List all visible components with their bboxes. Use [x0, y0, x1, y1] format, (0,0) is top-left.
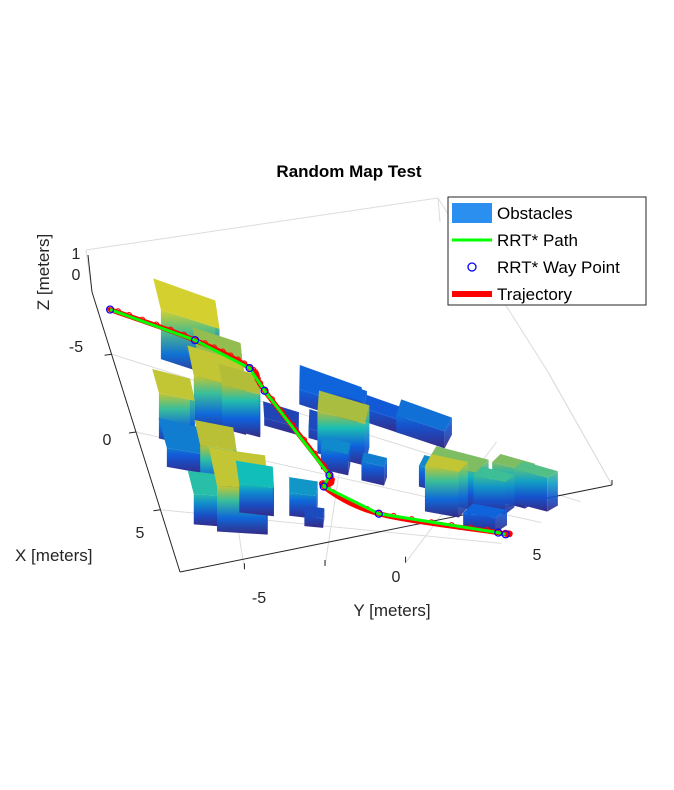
obstacle-box [235, 460, 274, 517]
obstacle-box [513, 461, 558, 512]
obstacle-face [364, 405, 370, 466]
obstacle-top [424, 454, 468, 472]
obstacle-top [426, 446, 489, 473]
obstacle-top [332, 379, 368, 403]
obstacle-box [304, 505, 325, 528]
obstacle-box [187, 470, 224, 527]
waypoint-marker [374, 509, 383, 518]
obstacle-face [193, 493, 224, 527]
obstacle-top [396, 399, 452, 432]
legend: Obstacles RRT* Path RRT* Way Point Trajecto… [447, 196, 647, 306]
obstacle-top [194, 420, 237, 451]
waypoint-marker [319, 482, 328, 491]
waypoint-marker [105, 305, 115, 314]
obstacle-face [363, 408, 402, 435]
obstacle-face [458, 462, 468, 518]
box-edge [547, 371, 613, 486]
legend-swatch-waypoint [467, 262, 477, 272]
obstacles-layer [152, 278, 558, 535]
legend-swatch-obstacles [452, 203, 492, 223]
rrt-path-layer [109, 308, 506, 536]
x-tick-label: -5 [69, 339, 83, 356]
obstacle-top [363, 394, 406, 421]
z-axis-line [87, 254, 93, 293]
obstacle-top [289, 477, 318, 497]
y-axis-label: Y [meters] [353, 601, 430, 620]
legend-label: RRT* Way Point [497, 258, 620, 277]
y-tick-label: 0 [392, 569, 401, 586]
legend-label: RRT* Path [497, 231, 578, 250]
obstacle-box [218, 363, 261, 438]
obstacle-face [323, 508, 325, 528]
obstacle-face [384, 457, 388, 486]
legend-label: Obstacles [497, 204, 573, 223]
obstacle-box [424, 454, 468, 518]
obstacle-top [513, 461, 558, 478]
obstacle-face [547, 471, 558, 512]
obstacle-box [473, 466, 515, 515]
z-tick-label: 1 [72, 246, 81, 263]
z-axis-label: Z [meters] [34, 234, 53, 311]
y-tick-label: -5 [252, 590, 266, 607]
x-tick-label: 5 [136, 525, 145, 542]
z-tick-label: 0 [72, 267, 81, 284]
obstacle-face [424, 465, 459, 518]
x-axis-label: X [meters] [15, 546, 92, 565]
waypoint-marker [260, 386, 269, 395]
obstacle-face [239, 483, 274, 517]
x-tick-label: 0 [103, 432, 112, 449]
obstacle-box [361, 452, 388, 486]
obstacle-top [304, 505, 325, 519]
y-tick-label: 5 [533, 547, 542, 564]
waypoints-layer [105, 305, 510, 539]
obstacle-top [463, 503, 508, 518]
trajectory-marker [328, 476, 335, 483]
obstacle-top [320, 435, 351, 455]
obstacle-face [348, 442, 351, 476]
obstacle-face [505, 474, 515, 515]
legend-label: Trajectory [497, 285, 572, 304]
obstacle-face [396, 415, 445, 449]
obstacle-face [513, 468, 548, 512]
obstacle-face [444, 417, 452, 449]
obstacle-top [187, 470, 224, 497]
waypoint-marker [325, 471, 334, 480]
obstacle-top [361, 452, 388, 467]
waypoint-marker [501, 530, 510, 539]
obstacle-face [304, 516, 324, 528]
x-tick [104, 353, 112, 356]
obstacle-box [396, 399, 452, 449]
obstacle-face [361, 461, 385, 486]
obstacle-face [495, 509, 508, 533]
waypoint-marker [245, 364, 254, 373]
waypoint-marker [190, 336, 200, 345]
obstacle-face [166, 447, 210, 475]
obstacle-face [473, 475, 505, 515]
x-tick [128, 431, 137, 434]
obstacle-face [222, 384, 261, 438]
obstacle-face [264, 417, 299, 436]
obstacle-top [218, 363, 261, 395]
x-tick [153, 509, 161, 512]
obstacle-top [153, 278, 220, 329]
obstacle-top [235, 460, 274, 488]
obstacle-top [152, 369, 195, 401]
rrt-path-line [109, 308, 506, 536]
obstacle-top [317, 390, 370, 424]
waypoint-marker [494, 528, 503, 537]
obstacle-top [473, 466, 515, 483]
box-edge [437, 197, 441, 223]
chart-title: Random Map Test [276, 162, 421, 181]
